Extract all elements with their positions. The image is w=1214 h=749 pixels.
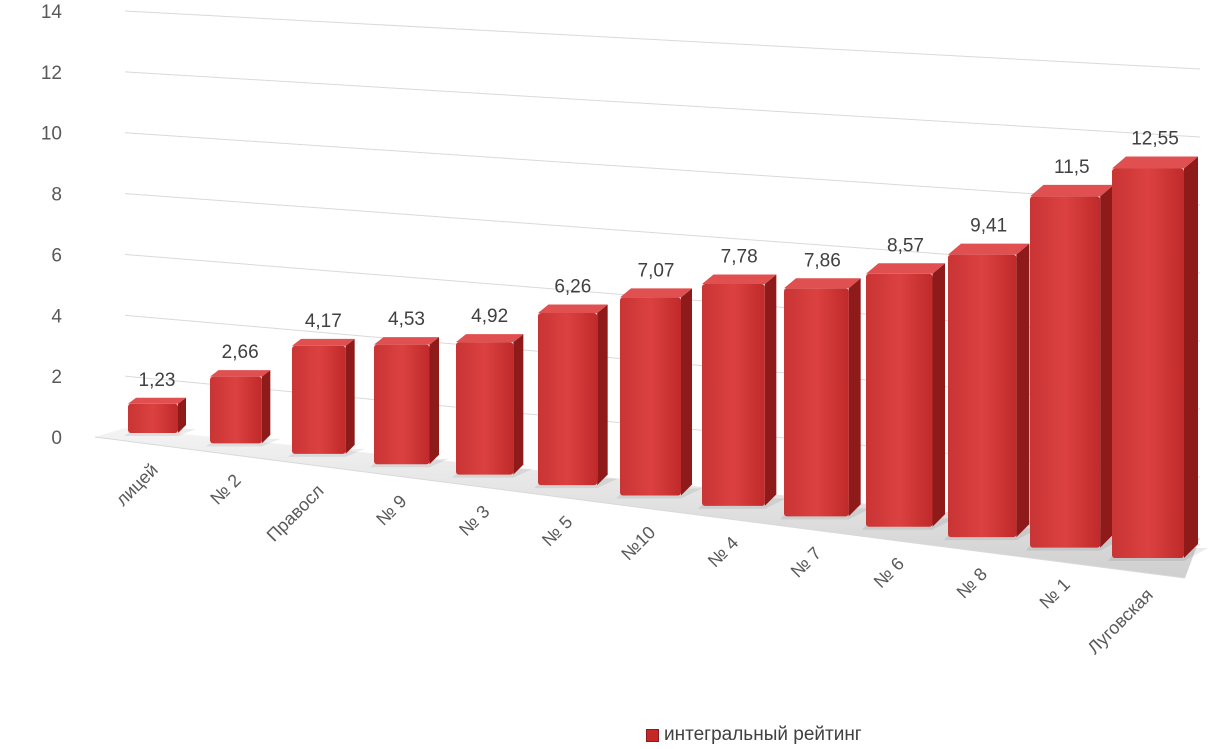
category-label: № 2 <box>206 470 244 508</box>
data-label: 11,5 <box>1054 157 1090 178</box>
bar-side <box>1184 156 1198 558</box>
y-tick-label: 6 <box>51 245 62 266</box>
bar <box>862 263 955 530</box>
category-label: № 1 <box>1035 574 1073 612</box>
bar-side <box>261 370 271 444</box>
bar-front <box>374 344 430 465</box>
legend-label: интегральный рейтинг <box>664 724 862 745</box>
bar-front <box>538 312 598 486</box>
bar-front <box>128 403 178 433</box>
y-tick-label: 4 <box>51 306 62 327</box>
bar-side <box>345 338 355 454</box>
bar-front <box>292 345 346 454</box>
bar-top <box>620 288 692 298</box>
floor-edge <box>94 436 1186 579</box>
bar-side <box>429 337 439 465</box>
bar-side <box>513 334 524 475</box>
bar-side <box>764 274 777 506</box>
bar-top <box>1112 156 1198 169</box>
data-label: 6,26 <box>554 276 591 297</box>
bar-top <box>1030 184 1114 197</box>
y-tick-label: 2 <box>51 367 62 388</box>
category-label: № 3 <box>455 501 493 539</box>
data-label: 7,86 <box>804 250 841 271</box>
bar-top <box>292 338 355 346</box>
bars <box>124 156 1208 561</box>
bar-side <box>1100 184 1114 548</box>
bar-side <box>597 304 608 486</box>
bar-top <box>702 274 777 284</box>
data-label: 4,17 <box>305 311 342 332</box>
category-label: № 6 <box>870 553 908 591</box>
bar-side <box>1016 243 1030 538</box>
bar-top <box>948 243 1030 255</box>
category-label: № 9 <box>372 491 410 529</box>
bar-top <box>210 370 271 377</box>
bar-front <box>1112 168 1184 558</box>
data-label: 2,66 <box>222 342 259 363</box>
bar <box>616 288 702 499</box>
bar-side <box>932 263 945 527</box>
data-label: 7,07 <box>638 260 675 281</box>
legend: интегральный рейтинг <box>646 724 862 746</box>
bar-top <box>538 304 608 313</box>
data-label: 9,41 <box>970 216 1007 237</box>
bar-top <box>866 263 945 274</box>
bar <box>698 274 787 509</box>
category-label: №10 <box>617 522 659 564</box>
bar-side <box>681 288 692 496</box>
bar <box>370 337 449 468</box>
bar <box>288 338 365 457</box>
bar-front <box>1030 196 1101 548</box>
category-label: № 7 <box>787 543 825 581</box>
category-label: Правосл <box>263 481 328 546</box>
bar <box>452 334 534 478</box>
bar-side <box>848 278 861 517</box>
bar-front <box>784 288 849 517</box>
bar-top <box>374 337 439 345</box>
y-tick-label: 12 <box>41 63 62 84</box>
data-label: 1,23 <box>139 370 176 391</box>
category-label: Луговская <box>1084 585 1157 658</box>
data-label: 4,53 <box>388 309 425 330</box>
y-tick-label: 8 <box>51 185 62 206</box>
category-label: № 4 <box>704 533 742 571</box>
bar-front <box>866 273 933 527</box>
bar-front <box>456 342 514 475</box>
bar-top <box>128 397 186 404</box>
data-label: 12,55 <box>1131 128 1179 149</box>
data-labels: 1,23 2,66 4,17 4,53 4,92 6,26 7,07 7,78 7,86 8,57… <box>139 128 1179 390</box>
bar-front <box>620 297 681 496</box>
category-label: № 5 <box>538 512 576 550</box>
y-tick-labels: 0 2 4 6 8 10 12 14 <box>41 2 63 449</box>
bar <box>124 397 196 436</box>
bar <box>1108 156 1208 561</box>
legend-swatch <box>646 728 659 742</box>
bar-front <box>948 254 1017 538</box>
y-tick-label: 10 <box>41 124 62 145</box>
bar <box>780 278 871 520</box>
gridline <box>124 10 1201 70</box>
category-label: лицей <box>112 460 162 510</box>
bar-top <box>784 278 861 289</box>
y-tick-label: 0 <box>51 428 62 449</box>
bar <box>534 304 618 489</box>
bar-front <box>210 376 262 444</box>
bar-front <box>702 283 765 506</box>
category-label: № 8 <box>953 564 991 602</box>
bar-side <box>178 397 186 433</box>
data-label: 7,78 <box>721 246 758 267</box>
gridline <box>124 71 1201 138</box>
data-label: 4,92 <box>471 306 508 327</box>
y-tick-label: 14 <box>41 2 63 23</box>
bar-top <box>456 334 524 343</box>
chart-floor <box>95 428 1200 578</box>
bar <box>944 243 1040 541</box>
bar <box>1026 184 1124 551</box>
gridline <box>124 132 1201 206</box>
bar <box>206 370 281 447</box>
data-label: 8,57 <box>887 235 924 256</box>
